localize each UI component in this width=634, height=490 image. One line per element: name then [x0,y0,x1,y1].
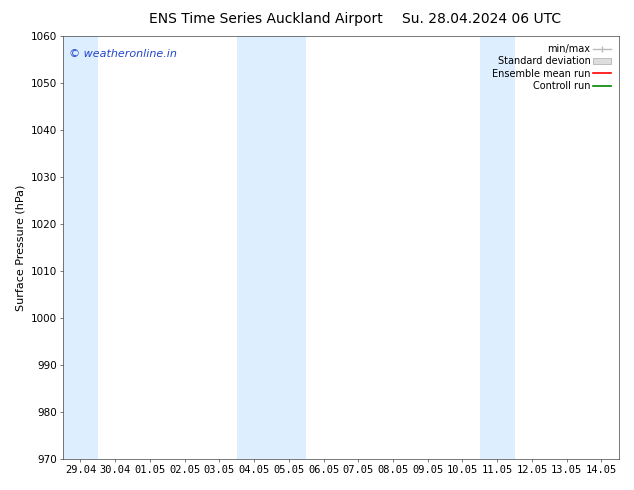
Bar [480,36,515,459]
Y-axis label: Surface Pressure (hPa): Surface Pressure (hPa) [15,184,25,311]
Bar [236,36,306,459]
Text: ENS Time Series Auckland Airport: ENS Time Series Auckland Airport [150,12,383,26]
Text: © weatheronline.in: © weatheronline.in [68,49,176,59]
Legend: min/max, Standard deviation, Ensemble mean run, Controll run: min/max, Standard deviation, Ensemble me… [489,41,614,94]
Text: Su. 28.04.2024 06 UTC: Su. 28.04.2024 06 UTC [403,12,561,26]
Bar [63,36,98,459]
